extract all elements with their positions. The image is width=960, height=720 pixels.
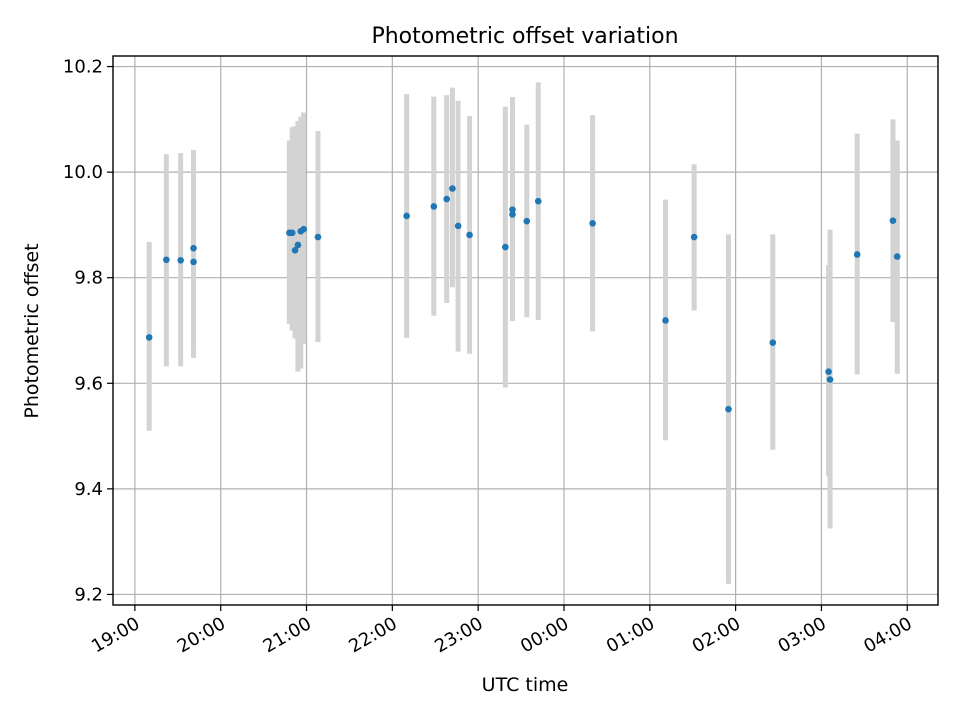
data-point <box>662 317 669 324</box>
data-point <box>690 233 698 241</box>
data-point <box>769 339 777 346</box>
data-point <box>403 212 410 220</box>
chart-title: Photometric offset variation <box>371 24 678 49</box>
y-tick-label: 10.0 <box>63 162 103 183</box>
data-point <box>725 405 732 413</box>
data-point <box>826 376 834 383</box>
data-point <box>294 241 302 249</box>
data-point <box>889 217 897 224</box>
y-tick-label: 9.6 <box>74 373 103 394</box>
data-point <box>300 225 307 233</box>
data-point <box>466 231 473 239</box>
data-point <box>288 229 296 237</box>
data-point <box>190 244 197 252</box>
data-point <box>430 203 438 210</box>
data-point <box>454 222 462 230</box>
data-point <box>190 258 197 266</box>
y-tick-label: 9.8 <box>74 268 103 289</box>
plot-frame <box>112 55 939 606</box>
data-point <box>853 251 861 258</box>
data-point <box>502 243 509 251</box>
data-point <box>177 256 184 264</box>
data-point <box>449 185 456 192</box>
data-point <box>509 211 516 218</box>
data-point <box>589 220 596 227</box>
y-axis-label: Photometric offset <box>21 243 43 418</box>
data-point <box>523 217 531 225</box>
y-tick-label: 10.2 <box>63 57 103 78</box>
data-point <box>443 195 450 203</box>
data-point <box>509 206 516 213</box>
data-points <box>145 185 901 413</box>
data-point <box>893 253 901 260</box>
data-point <box>314 233 322 241</box>
y-tick-label: 9.4 <box>74 479 103 500</box>
data-point <box>291 246 299 254</box>
data-point <box>163 256 170 264</box>
x-axis-label: UTC time <box>482 674 569 696</box>
data-point <box>534 197 542 205</box>
y-tick-label: 9.2 <box>74 584 103 605</box>
data-point <box>145 334 153 341</box>
data-point <box>825 368 832 375</box>
